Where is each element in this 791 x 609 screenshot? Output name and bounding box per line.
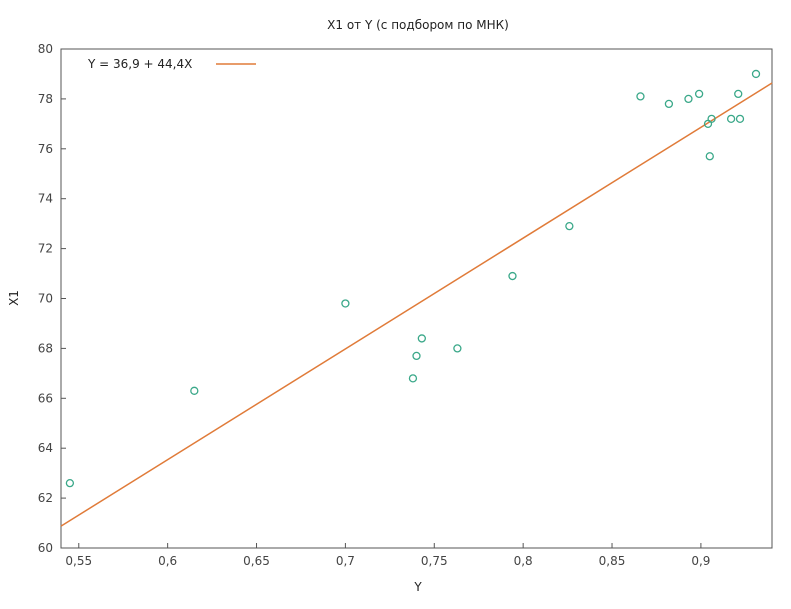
chart-title: X1 от Y (с подбором по МНК)	[327, 18, 509, 32]
data-point	[508, 271, 517, 281]
y-tick-label: 68	[38, 341, 53, 355]
x-tick-label: 0,8	[514, 554, 533, 568]
legend-label-fit-line: Y = 36,9 + 44,4X	[87, 57, 192, 71]
data-point	[453, 344, 462, 353]
y-axis-label: X1	[7, 290, 21, 306]
data-point	[412, 351, 421, 361]
data-point	[707, 114, 716, 124]
data-point	[190, 386, 199, 395]
data-point	[735, 114, 745, 124]
x-axis-label: Y	[413, 580, 422, 594]
data-point	[65, 478, 75, 488]
x-axis: 0,55 0,6 0,65 0,7 0,75 0,8 0,85 0,9	[65, 543, 710, 568]
points-layer	[65, 69, 761, 488]
data-point	[664, 99, 674, 109]
data-point	[726, 114, 736, 124]
data-point	[694, 89, 704, 99]
y-tick-label: 78	[38, 92, 53, 106]
data-point	[705, 152, 714, 161]
x-tick-label: 0,9	[691, 554, 710, 568]
plot-area: 0,55 0,6 0,65 0,7 0,75 0,8 0,85 0,9 60 62 64 66 68 7…	[38, 42, 773, 568]
legend: Y = 36,9 + 44,4X	[87, 57, 256, 71]
data-point	[417, 334, 426, 343]
y-axis: 60 62 64 66 68 70 72 74 76 78 80	[38, 42, 66, 555]
plot-frame	[60, 48, 773, 549]
y-tick-label: 80	[38, 42, 53, 56]
data-point	[751, 69, 761, 79]
fit-line-layer	[60, 82, 773, 527]
fit-line	[60, 82, 773, 527]
y-tick-label: 60	[38, 541, 53, 555]
x-tick-label: 0,85	[599, 554, 626, 568]
y-tick-label: 76	[38, 142, 53, 156]
x-tick-label: 0,65	[243, 554, 270, 568]
y-tick-label: 72	[38, 242, 53, 256]
y-tick-label: 64	[38, 441, 53, 455]
y-tick-label: 66	[38, 391, 53, 405]
data-point	[734, 89, 743, 99]
x-tick-label: 0,6	[158, 554, 177, 568]
y-tick-label: 70	[38, 292, 53, 306]
data-point	[341, 299, 350, 308]
y-tick-label: 62	[38, 491, 53, 505]
data-point	[408, 374, 418, 383]
y-tick-label: 74	[38, 192, 53, 206]
data-point	[636, 92, 645, 101]
x-tick-label: 0,55	[65, 554, 92, 568]
data-point	[565, 221, 574, 231]
data-point	[684, 94, 693, 104]
x-tick-label: 0,75	[421, 554, 448, 568]
x-tick-label: 0,7	[336, 554, 355, 568]
